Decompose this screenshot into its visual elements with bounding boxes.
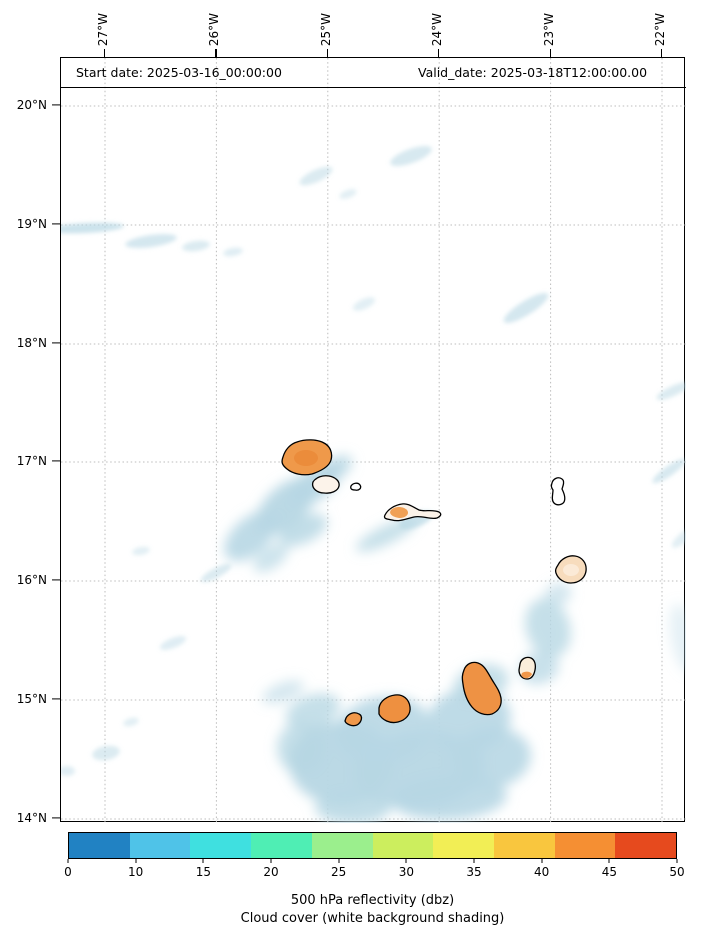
colorbar-tick-mark [202,859,204,863]
gridlines [61,58,686,823]
colorbar-segment [251,833,312,858]
y-tick-mark [52,579,60,581]
map-canvas [61,58,686,823]
island-inner-shade [294,450,318,466]
x-tick-label: 23°W [541,12,556,46]
map-plot-area: Start date: 2025-03-16_00:00:00 Valid_da… [60,57,686,823]
island-inner-shade [563,564,579,576]
colorbar-tick-label: 10 [128,865,144,879]
colorbar-tick-label: 0 [64,865,72,879]
y-tick-mark [52,698,60,700]
x-tick-label: 27°W [96,12,110,46]
colorbar-tick-mark [135,859,137,863]
colorbar-tick-label: 15 [195,865,211,879]
x-tick-label: 26°W [207,12,222,46]
island-inner-shade [390,507,409,518]
colorbar-ticks: 0 10 15 20 25 30 35 40 45 50 [64,859,685,883]
y-tick-label: 15°N [16,692,47,706]
colorbar-tick-label: 50 [669,865,685,879]
colorbar-title-line1: 500 hPa reflectivity (dbz) [290,893,455,908]
start-date-label: Start date: 2025-03-16_00:00:00 [76,65,282,80]
x-tick-mark [104,49,106,57]
colorbar-tick-label: 45 [601,865,617,879]
y-tick-label: 19°N [16,217,47,231]
x-tick-mark [438,49,440,57]
colorbar [68,832,677,859]
x-tick-mark [549,49,551,57]
y-tick-mark [52,460,60,462]
x-tick-mark [661,49,663,57]
y-tick-mark [52,817,60,819]
y-tick-label: 14°N [16,811,47,825]
colorbar-segment [554,833,616,858]
colorbar-tick-mark [67,859,69,863]
colorbar-tick-label: 35 [466,865,482,879]
x-tick-label: 24°W [430,12,445,46]
island-inner-shade [521,671,532,679]
y-tick-label: 18°N [16,336,47,350]
colorbar-segment [129,833,191,858]
island-outlines [281,439,587,727]
island-outline [311,475,340,494]
island-outline [461,661,502,716]
colorbar-segment [69,833,130,858]
cloud-shading [61,146,686,823]
colorbar-tick-label: 40 [534,865,550,879]
colorbar-tick-mark [338,859,340,863]
colorbar-segment [372,833,434,858]
x-axis-top: 27°W 26°W 25°W 24°W 23°W 22°W [60,0,685,57]
colorbar-segment [433,833,494,858]
island-outline [344,712,363,727]
colorbar-tick-mark [405,859,407,863]
colorbar-tick-label: 20 [263,865,279,879]
valid-date-label: Valid_date: 2025-03-18T12:00:00.00 [418,65,648,80]
colorbar-tick-label: 30 [398,865,414,879]
y-tick-label: 20°N [16,98,47,112]
x-tick-mark [215,49,217,57]
colorbar-tick-mark [541,859,543,863]
island-outline [550,477,566,506]
colorbar-segment [311,833,373,858]
colorbar-tick-label: 25 [331,865,347,879]
colorbar-tick-mark [608,859,610,863]
y-axis-left: 20°N 19°N 18°N 17°N 16°N 15°N 14°N [0,57,60,825]
colorbar-title-line2: Cloud cover (white background shading) [240,911,505,926]
island-outline [378,694,411,724]
colorbar-segment [493,833,555,858]
x-tick-label: 22°W [653,12,667,46]
x-tick-label: 25°W [318,12,333,46]
y-tick-mark [52,342,60,344]
colorbar-tick-mark [270,859,272,863]
y-tick-label: 17°N [16,454,47,468]
colorbar-tick-mark [473,859,475,863]
colorbar-segment [190,833,252,858]
x-tick-mark [326,49,328,57]
y-tick-mark [52,223,60,225]
colorbar-tick-mark [676,859,678,863]
colorbar-segment [615,833,677,858]
y-tick-label: 16°N [16,573,47,587]
island-outline [350,482,362,491]
y-tick-mark [52,104,60,106]
